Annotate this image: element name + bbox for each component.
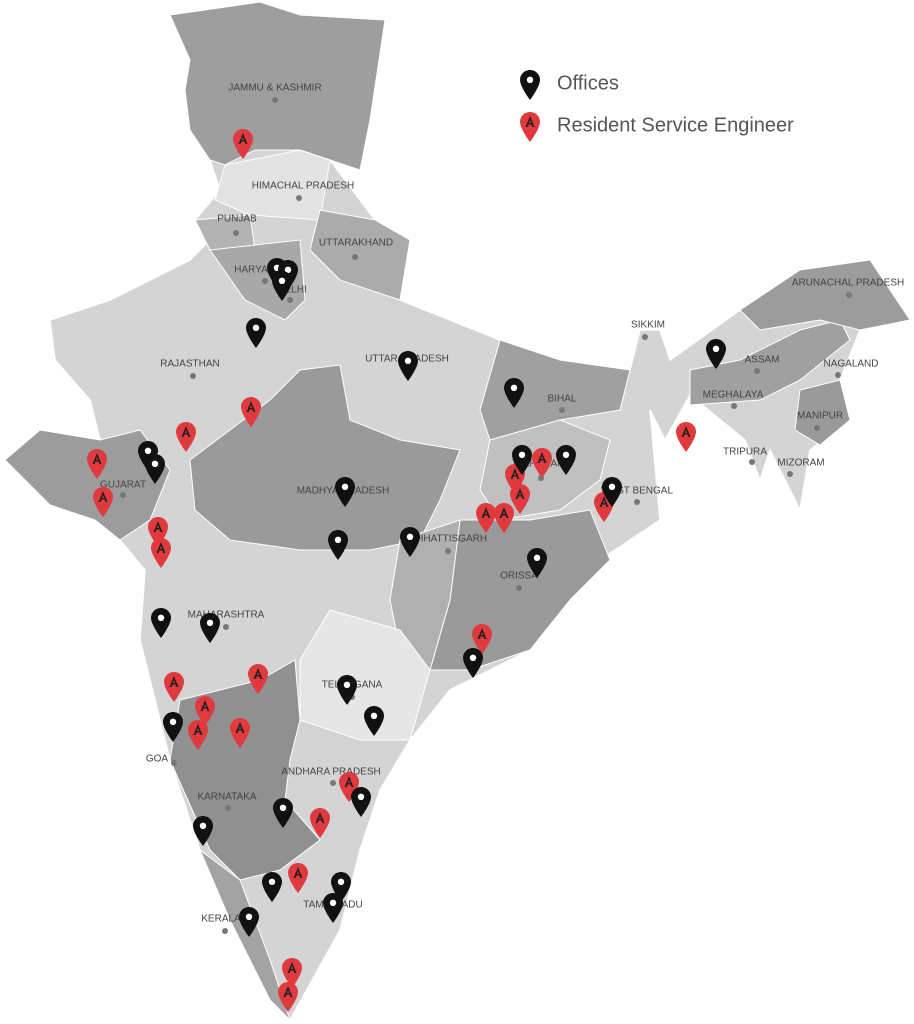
state-dot xyxy=(516,585,522,591)
state-label: RAJASTHAN xyxy=(160,359,219,370)
state-label: GOA xyxy=(146,754,169,765)
state-label: MANIPUR xyxy=(797,411,843,422)
state-dot xyxy=(642,334,648,340)
engineer-pin xyxy=(676,422,696,452)
state-dot xyxy=(754,368,760,374)
state-label: MAHARASHTRA xyxy=(188,610,265,621)
state-dot xyxy=(846,292,852,298)
state-label: ARUNACHAL PRADESH xyxy=(792,278,904,289)
state-dot xyxy=(223,624,229,630)
state-dot xyxy=(233,230,239,236)
state-dot xyxy=(352,254,358,260)
state-dot xyxy=(262,278,268,284)
region xyxy=(198,848,291,1021)
legend-pin-engineer xyxy=(520,112,540,142)
state-label: BIHAL xyxy=(548,394,577,405)
state-label: HARYANA xyxy=(234,265,282,276)
state-dot xyxy=(330,780,336,786)
state-dot xyxy=(814,425,820,431)
state-label: PUNJAB xyxy=(217,214,257,225)
state-dot xyxy=(731,403,737,409)
state-dot xyxy=(120,492,126,498)
state-label: NAGALAND xyxy=(823,359,878,370)
state-label: ANDHARA PRADESH xyxy=(281,767,380,778)
state-dot xyxy=(171,760,177,766)
state-label: MEGHALAYA xyxy=(703,390,764,401)
region xyxy=(4,429,171,541)
region xyxy=(794,379,851,446)
region xyxy=(299,609,431,741)
state-label: CHHATTISGARH xyxy=(409,534,487,545)
state-label: KARNATAKA xyxy=(197,792,256,803)
legend: Offices Resident Service Engineer xyxy=(520,70,794,142)
region xyxy=(739,259,911,331)
region xyxy=(479,339,631,441)
state-label: KERALA xyxy=(201,914,241,925)
state-label: GUJARAT xyxy=(100,480,146,491)
state-dot xyxy=(225,805,231,811)
state-dot xyxy=(222,928,228,934)
state-dot xyxy=(749,459,755,465)
state-dot xyxy=(559,407,565,413)
state-label: DELHI xyxy=(277,285,306,296)
state-dot xyxy=(787,471,793,477)
legend-label: Offices xyxy=(557,72,619,94)
state-label: TRIPURA xyxy=(723,447,767,458)
state-label: JAMMU & KASHMIR xyxy=(228,83,321,94)
region xyxy=(689,319,851,406)
state-dot xyxy=(287,297,293,303)
state-label: UTTARAKHAND xyxy=(319,238,393,249)
state-label: SIKKIM xyxy=(631,320,665,331)
state-label: ASSAM xyxy=(744,355,779,366)
state-dot xyxy=(835,372,841,378)
legend-pin-office xyxy=(520,70,540,100)
state-dot xyxy=(190,373,196,379)
region xyxy=(309,209,411,301)
state-label: ORISSA xyxy=(500,571,538,582)
state-dot xyxy=(634,499,640,505)
legend-label: Resident Service Engineer xyxy=(557,114,794,136)
state-dot xyxy=(296,195,302,201)
state-label: HIMACHAL PRADESH xyxy=(252,181,354,192)
state-dot xyxy=(445,548,451,554)
state-dot xyxy=(272,97,278,103)
state-label: MIZORAM xyxy=(777,458,824,469)
land xyxy=(3,1,912,1022)
state-label: WEST BENGAL xyxy=(601,486,673,497)
